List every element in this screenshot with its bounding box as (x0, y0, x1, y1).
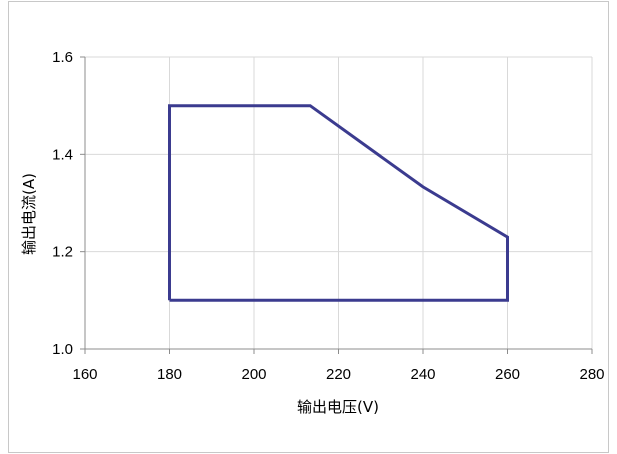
x-tick-label: 200 (241, 366, 266, 383)
x-tick-label: 260 (495, 366, 520, 383)
grid (85, 56, 593, 349)
y-axis-title: 输出电流(A) (20, 173, 38, 255)
y-tick-label: 1.0 (52, 341, 73, 358)
y-tick-label: 1.4 (52, 146, 73, 163)
x-tick-label: 240 (410, 366, 435, 383)
series-layer (168, 104, 509, 302)
x-tick-label: 160 (72, 366, 97, 383)
x-tick-labels: 160 180 200 220 240 260 280 (72, 366, 604, 383)
chart-frame (8, 1, 609, 453)
x-tick-label: 220 (326, 366, 351, 383)
y-tick-label: 1.2 (52, 244, 73, 261)
y-tick-label: 1.6 (52, 49, 73, 66)
y-tick-labels: 1.0 1.2 1.4 1.6 (52, 49, 73, 358)
axes (80, 56, 593, 354)
series-line-0 (168, 104, 509, 302)
x-tick-label: 280 (579, 366, 604, 383)
x-tick-label: 180 (157, 366, 182, 383)
x-axis-title: 输出电压(V) (297, 398, 379, 416)
